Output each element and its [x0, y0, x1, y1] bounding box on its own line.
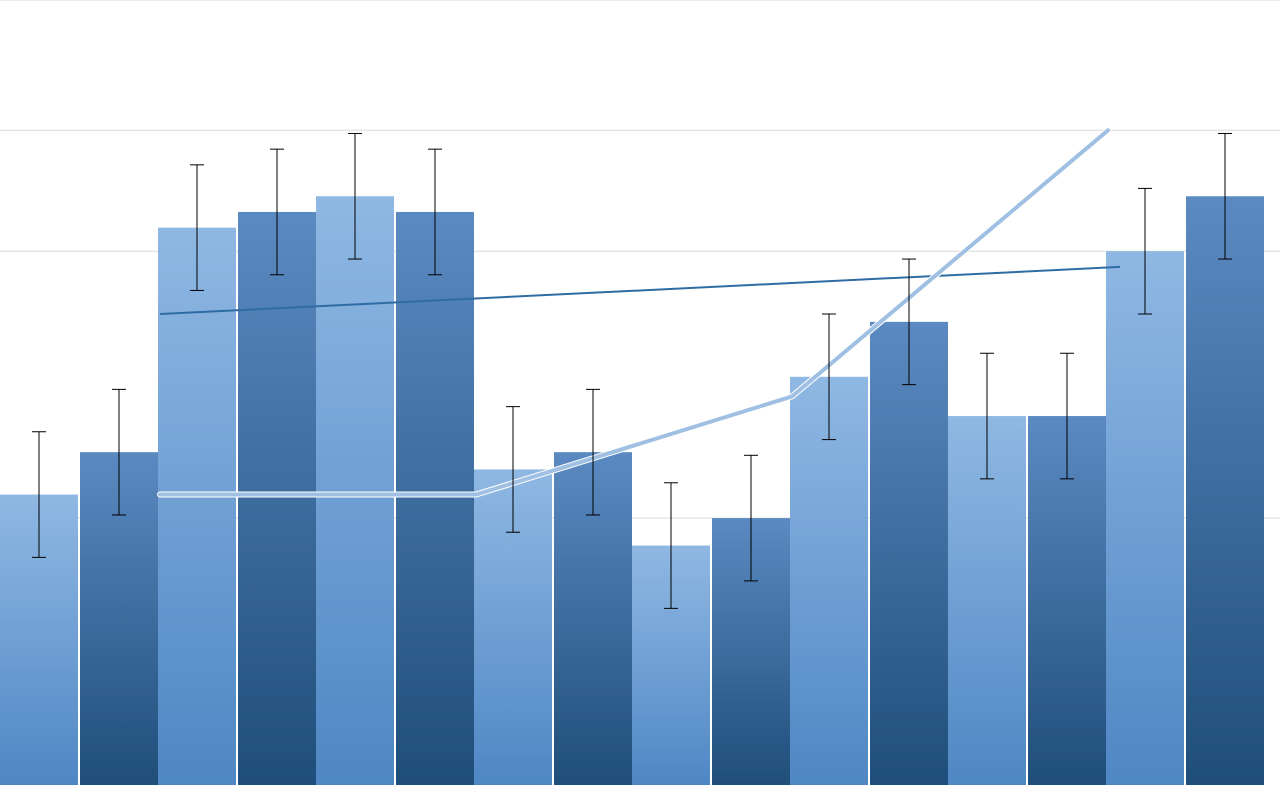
bar-dark — [396, 212, 474, 785]
bar-light — [1106, 251, 1184, 785]
bar-dark — [870, 322, 948, 785]
chart-canvas — [0, 0, 1280, 785]
bar-dark — [238, 212, 316, 785]
bar-light — [316, 196, 394, 785]
bar-dark — [1186, 196, 1264, 785]
combo-chart — [0, 0, 1280, 785]
